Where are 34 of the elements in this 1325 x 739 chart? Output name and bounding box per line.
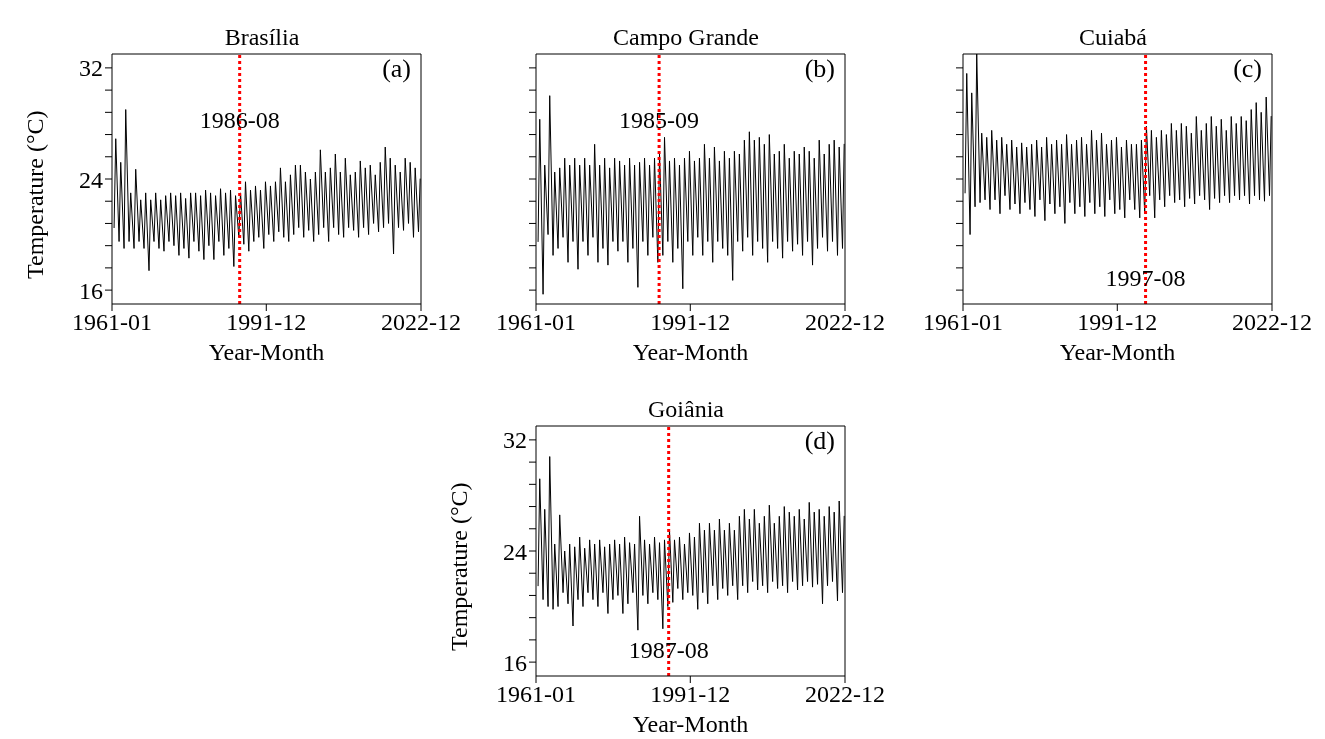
x-tick-label: 1961-01	[496, 681, 576, 708]
y-tick-label: 24	[503, 538, 527, 565]
ref-line-label: 1985-09	[619, 107, 700, 133]
x-axis-title: Year-Month	[208, 339, 325, 365]
x-axis-title: Year-Month	[632, 711, 749, 737]
x-axis-title: Year-Month	[1059, 339, 1176, 365]
x-tick-label: 1961-01	[72, 309, 152, 336]
x-tick-label: 1991-12	[1077, 309, 1158, 336]
chart-title: Goiânia	[647, 395, 725, 423]
y-tick-label: 16	[79, 277, 103, 304]
y-tick-label: 16	[503, 649, 527, 676]
x-tick-label: 2022-12	[1232, 309, 1312, 336]
ref-line-label: 1987-08	[628, 637, 709, 663]
x-tick-label: 1991-12	[650, 309, 731, 336]
x-tick-label: 2022-12	[805, 681, 885, 708]
x-tick-label: 1961-01	[496, 309, 576, 336]
annotation: (a)	[381, 54, 411, 83]
x-tick-label: 2022-12	[381, 309, 461, 336]
ref-line-label: 1997-08	[1105, 265, 1186, 291]
ref-line-label: 1986-08	[199, 107, 280, 133]
y-tick-label: 24	[79, 166, 103, 193]
chart-title: Campo Grande	[612, 23, 760, 51]
annotation: (c)	[1232, 54, 1262, 83]
x-tick-label: 2022-12	[805, 309, 885, 336]
x-tick-label: 1991-12	[226, 309, 307, 336]
y-tick-label: 32	[79, 55, 103, 82]
x-tick-label: 1991-12	[650, 681, 731, 708]
annotation: (d)	[803, 426, 835, 455]
y-tick-label: 32	[503, 427, 527, 454]
chart-title: Brasília	[223, 23, 301, 51]
annotation: (b)	[803, 54, 835, 83]
x-tick-label: 1961-01	[923, 309, 1003, 336]
x-axis-title: Year-Month	[632, 339, 749, 365]
chart-title: Cuiabá	[1078, 23, 1148, 51]
